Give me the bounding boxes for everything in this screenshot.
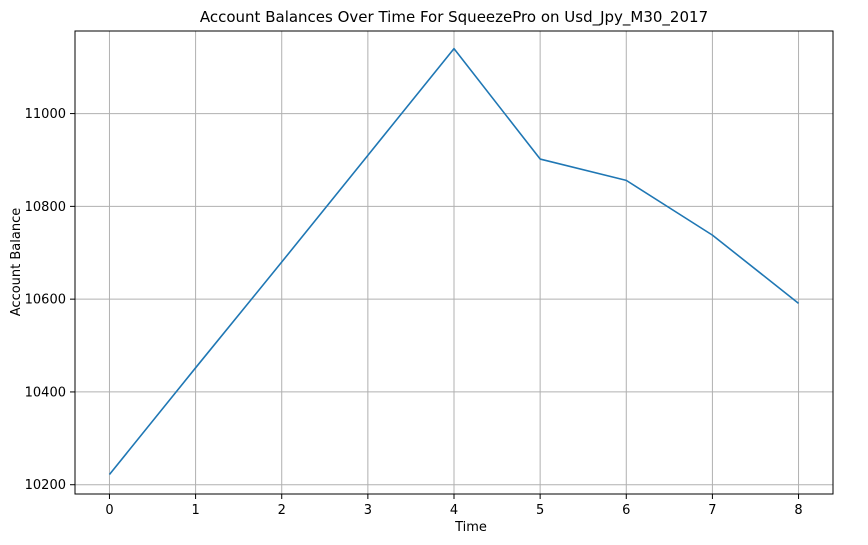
y-axis-label: Account Balance <box>9 208 24 316</box>
x-tick-label: 5 <box>536 503 544 518</box>
x-tick-label: 8 <box>794 503 802 518</box>
y-tick-label: 11000 <box>25 107 66 122</box>
y-tick-label: 10800 <box>25 200 66 215</box>
x-tick-label: 1 <box>191 503 199 518</box>
x-axis-label: Time <box>454 520 487 535</box>
x-tick-label: 7 <box>708 503 716 518</box>
series <box>108 47 800 476</box>
chart-title: Account Balances Over Time For SqueezePr… <box>200 8 708 27</box>
x-tick-label: 4 <box>450 503 458 518</box>
y-tick-label: 10600 <box>25 293 66 308</box>
x-tick-label: 6 <box>622 503 630 518</box>
x-tick-label: 2 <box>278 503 286 518</box>
x-tick-label: 0 <box>105 503 113 518</box>
grid <box>75 31 833 494</box>
ticks: 0 1 2 3 4 5 6 7 8 10200 10400 10600 10800 11000 <box>25 107 803 518</box>
x-tick-label: 3 <box>364 503 372 518</box>
y-tick-label: 10200 <box>25 478 66 493</box>
y-tick-label: 10400 <box>25 385 66 400</box>
